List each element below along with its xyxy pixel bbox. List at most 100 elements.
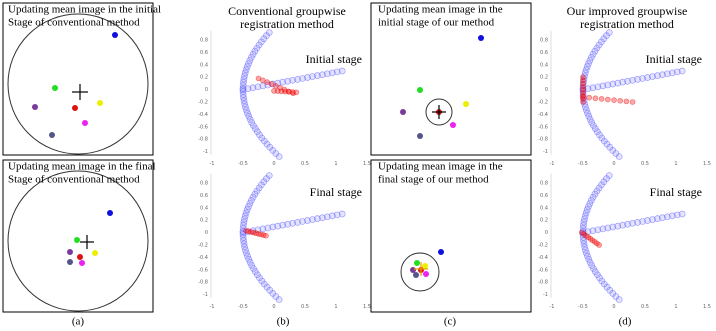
trajectory-point xyxy=(599,82,607,90)
x-tick-label: 1.5 xyxy=(363,304,371,310)
trajectory-point xyxy=(244,85,252,93)
y-tick-label: 0.6 xyxy=(200,193,208,199)
y-tick-label: 0.8 xyxy=(540,38,548,44)
dot xyxy=(417,87,423,93)
y-tick-label: 0.8 xyxy=(540,181,548,187)
trajectory-point xyxy=(668,69,676,77)
trajectory-point xyxy=(629,219,636,227)
trajectory-point xyxy=(274,222,282,230)
y-tick-label: 0.2 xyxy=(540,218,548,224)
dot xyxy=(82,120,88,126)
trajectory-point xyxy=(588,54,595,61)
trajectory-point xyxy=(269,80,277,88)
trajectory-point xyxy=(264,224,272,232)
y-tick-label: 0.6 xyxy=(540,193,548,199)
trajectory-point xyxy=(619,78,627,86)
trajectory-point xyxy=(314,72,321,80)
x-tick-label: 0 xyxy=(612,304,615,310)
y-tick-label: -0.4 xyxy=(198,112,208,118)
x-tick-label: 1 xyxy=(674,161,677,167)
x-tick-label: 1.5 xyxy=(363,161,371,167)
x-tick-label: 0.5 xyxy=(301,304,309,310)
trajectory-point xyxy=(624,220,631,228)
trajectory-point xyxy=(644,217,651,224)
trajectory-point xyxy=(248,119,256,126)
mean-point xyxy=(580,99,586,105)
trajectory-point xyxy=(649,73,656,80)
dot xyxy=(49,132,55,138)
trajectory-point xyxy=(634,219,641,226)
trajectory-point xyxy=(604,81,612,89)
panel-title: registration method xyxy=(580,17,674,31)
dot xyxy=(77,254,83,260)
trajectory-point xyxy=(586,116,594,123)
y-tick-label: 0.8 xyxy=(200,38,208,44)
panel-title: Our improved groupwise xyxy=(567,4,688,18)
mean-point xyxy=(580,86,586,93)
dot xyxy=(79,260,85,266)
panel-title: Conventional groupwise xyxy=(228,4,346,18)
y-tick-label: -0.4 xyxy=(538,255,548,261)
trajectory-point xyxy=(289,76,296,84)
trajectory-point xyxy=(668,212,676,220)
trajectory-point xyxy=(279,78,287,86)
trajectory-point xyxy=(609,80,617,88)
dot xyxy=(450,122,456,128)
dot xyxy=(413,272,419,278)
trajectory-point xyxy=(323,70,331,78)
dot xyxy=(463,101,469,107)
mean-point xyxy=(580,89,586,96)
trajectory-point xyxy=(609,223,617,231)
dot xyxy=(423,271,429,277)
panel-box xyxy=(370,2,532,156)
y-tick-label: -0.4 xyxy=(198,255,208,261)
trajectory-point xyxy=(654,72,661,80)
y-tick-label: -0.2 xyxy=(538,100,548,106)
dot xyxy=(438,249,444,255)
trajectory-point xyxy=(338,210,346,218)
mean-point xyxy=(293,89,300,96)
dot xyxy=(67,259,73,265)
trajectory-point xyxy=(269,223,277,231)
text: Updating mean image in the initial xyxy=(8,4,161,16)
dot xyxy=(97,100,103,106)
trajectory-point xyxy=(314,215,321,222)
trajectory-point xyxy=(619,221,627,229)
x-tick-label: -1 xyxy=(210,161,215,167)
y-tick-label: 0.6 xyxy=(540,50,548,56)
trajectory-point xyxy=(659,71,666,79)
y-tick-label: -0.2 xyxy=(198,100,208,106)
mean-point xyxy=(580,94,586,100)
y-tick-label: -1 xyxy=(543,292,548,298)
mean-point xyxy=(580,74,586,80)
dot xyxy=(414,260,420,266)
y-tick-label: -0.6 xyxy=(538,267,548,273)
mean-point xyxy=(611,97,617,103)
y-tick-label: -0.8 xyxy=(198,137,208,143)
trajectory-point xyxy=(615,296,623,303)
trajectory-point xyxy=(594,83,602,91)
y-tick-label: 0.4 xyxy=(200,205,208,211)
mean-point xyxy=(629,99,636,105)
trajectory-point xyxy=(328,212,336,220)
y-tick-label: -0.8 xyxy=(538,137,548,143)
trajectory-point xyxy=(279,221,287,229)
x-tick-label: 0.5 xyxy=(641,161,649,167)
dot xyxy=(74,237,80,243)
trajectory-point xyxy=(259,225,267,233)
x-tick-label: 0 xyxy=(272,304,275,310)
trajectory-point xyxy=(614,79,622,87)
trajectory-point xyxy=(275,153,283,160)
x-tick-label: -0.5 xyxy=(578,161,588,167)
trajectory-point xyxy=(309,216,316,223)
text: Stage of conventional method xyxy=(8,174,140,186)
mean-point xyxy=(263,232,269,239)
mean-point xyxy=(586,94,593,101)
y-tick-label: -0.6 xyxy=(198,267,208,273)
y-tick-label: 0.4 xyxy=(200,62,208,68)
panel-title: registration method xyxy=(240,17,334,31)
dot xyxy=(107,210,113,216)
trajectory-point xyxy=(249,84,257,92)
trajectory-point xyxy=(586,259,594,266)
trajectory-point xyxy=(275,296,283,303)
